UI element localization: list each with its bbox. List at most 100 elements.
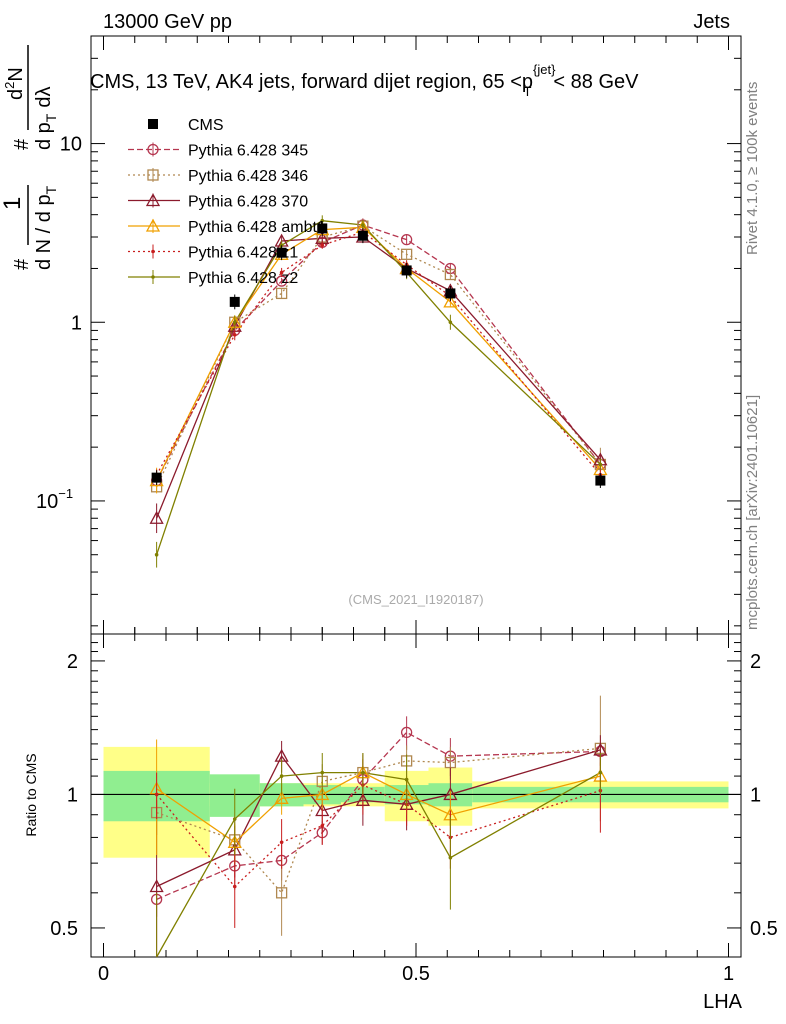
marker-dot [279, 243, 284, 247]
marker-circle [400, 233, 413, 246]
series-line-ratio [156, 749, 601, 888]
svg-text:d2N: d2N [2, 67, 27, 100]
mcplots-label: mcplots.cern.ch [arXiv:2401.10621] [744, 394, 761, 630]
legend-label: Pythia 6.428 370 [188, 194, 308, 211]
marker-dot [232, 333, 237, 337]
y-axis-label: # 1 d N / d pT # d2N d pTdλ [0, 45, 59, 270]
upper-y-tick-label: 10 [60, 134, 82, 156]
series-line-upper [156, 225, 601, 488]
ratio-y-tick-label-right: 1 [750, 784, 761, 806]
marker-dot [361, 223, 365, 227]
ratio-y-tick-label-right: 0.5 [750, 918, 778, 940]
marker-circle [147, 143, 159, 156]
marker-cms [148, 119, 158, 129]
marker-dot [598, 770, 603, 775]
marker-triangle [149, 510, 164, 524]
legend-entry-series: Pythia 6.428 ambt1 [128, 218, 326, 236]
svg-text:1: 1 [0, 197, 26, 210]
series-lines [156, 220, 601, 958]
svg-text:d N / d pT: d N / d pT [33, 185, 59, 270]
marker-dot [598, 462, 603, 467]
x-axis-label: LHA [703, 991, 743, 1013]
ratio-y-label: Ratio to CMS [23, 753, 39, 836]
marker-dot [232, 817, 237, 821]
marker-cms [357, 230, 368, 241]
svg-text:d pTdλ: d pTdλ [33, 87, 59, 151]
series-line-ratio [156, 731, 601, 900]
marker-cms [151, 472, 162, 483]
marker-dot [320, 243, 325, 247]
series-markers [149, 215, 608, 957]
legend-label: CMS [188, 117, 224, 134]
series-line-ratio [156, 771, 601, 958]
series-line-ratio [156, 784, 601, 888]
analysis-watermark: (CMS_2021_I1920187) [348, 592, 483, 607]
marker-dot [361, 770, 365, 775]
marker-dot [448, 855, 453, 860]
legend-label: Pythia 6.428 z2 [188, 270, 298, 287]
marker-dot [151, 275, 155, 279]
marker-circle [400, 726, 413, 739]
marker-triangle [443, 294, 458, 308]
upper-y-tick-label: 10−1 [36, 486, 73, 513]
marker-dot [448, 320, 453, 325]
marker-dot [154, 552, 159, 557]
legend-label: Pythia 6.428 z1 [188, 245, 298, 262]
marker-square [275, 887, 288, 899]
rivet-version-label: Rivet 4.1.0, ≥ 100k events [744, 81, 761, 255]
svg-text:#: # [11, 138, 33, 150]
marker-dot [320, 218, 325, 223]
marker-triangle [145, 193, 161, 207]
ratio-y-tick-label: 0.5 [50, 918, 78, 940]
legend-entry-series: Pythia 6.428 370 [128, 193, 308, 211]
marker-dot [404, 777, 409, 782]
marker-dot [232, 884, 237, 889]
legend-label: Pythia 6.428 345 [188, 143, 308, 160]
ratio-y-tick-label: 1 [67, 784, 78, 806]
series-line-ratio [156, 771, 601, 844]
legend-entry-series: Pythia 6.428 346 [128, 168, 308, 185]
upper-y-tick-label: 1 [71, 312, 82, 334]
marker-dot [320, 823, 325, 828]
marker-dot [279, 270, 284, 275]
marker-triangle [149, 879, 164, 893]
legend-entry-series: Pythia 6.428 z1 [128, 244, 298, 262]
marker-square [444, 268, 457, 281]
series-line-upper [156, 224, 601, 481]
marker-dot [320, 770, 325, 775]
series-line-upper [156, 226, 601, 481]
legend: CMS Pythia 6.428 345 Pythia 6.428 346 Pythi… [128, 117, 326, 287]
marker-cms [317, 223, 328, 234]
legend-label: Pythia 6.428 ambt1 [188, 219, 326, 236]
marker-dot [154, 792, 159, 797]
marker-dot [151, 249, 155, 254]
marker-cms [595, 475, 606, 486]
marker-square [147, 169, 159, 181]
legend-entry-series: Pythia 6.428 345 [128, 142, 308, 160]
x-tick-label: 0 [98, 963, 109, 985]
legend-label: Pythia 6.428 346 [188, 168, 308, 185]
marker-triangle [274, 790, 289, 804]
marker-dot [279, 840, 284, 845]
marker-cms [445, 288, 456, 299]
marker-cms [229, 296, 240, 307]
marker-cms [401, 265, 412, 276]
ratio-y-tick-label-right: 2 [750, 651, 761, 673]
marker-square [400, 248, 413, 260]
marker-triangle [145, 218, 161, 232]
series-line-upper [156, 220, 601, 555]
axes: 10−1 1 10 0.5 0.5 1 1 2 2 0 0.5 1 [36, 35, 778, 985]
header-left: 13000 GeV pp [103, 11, 232, 33]
legend-entry-cms: CMS [148, 117, 224, 134]
marker-cms [276, 247, 287, 258]
svg-text:#: # [11, 258, 33, 270]
marker-dot [232, 320, 237, 325]
ratio-y-tick-label: 2 [67, 651, 78, 673]
marker-dot [279, 774, 284, 778]
series-line-ratio [156, 747, 601, 895]
plot-title: CMS, 13 TeV, AK4 jets, forward dijet reg… [90, 62, 639, 99]
marker-triangle [315, 787, 330, 801]
legend-entry-series: Pythia 6.428 z2 [128, 270, 298, 287]
x-tick-label: 0.5 [402, 963, 430, 985]
